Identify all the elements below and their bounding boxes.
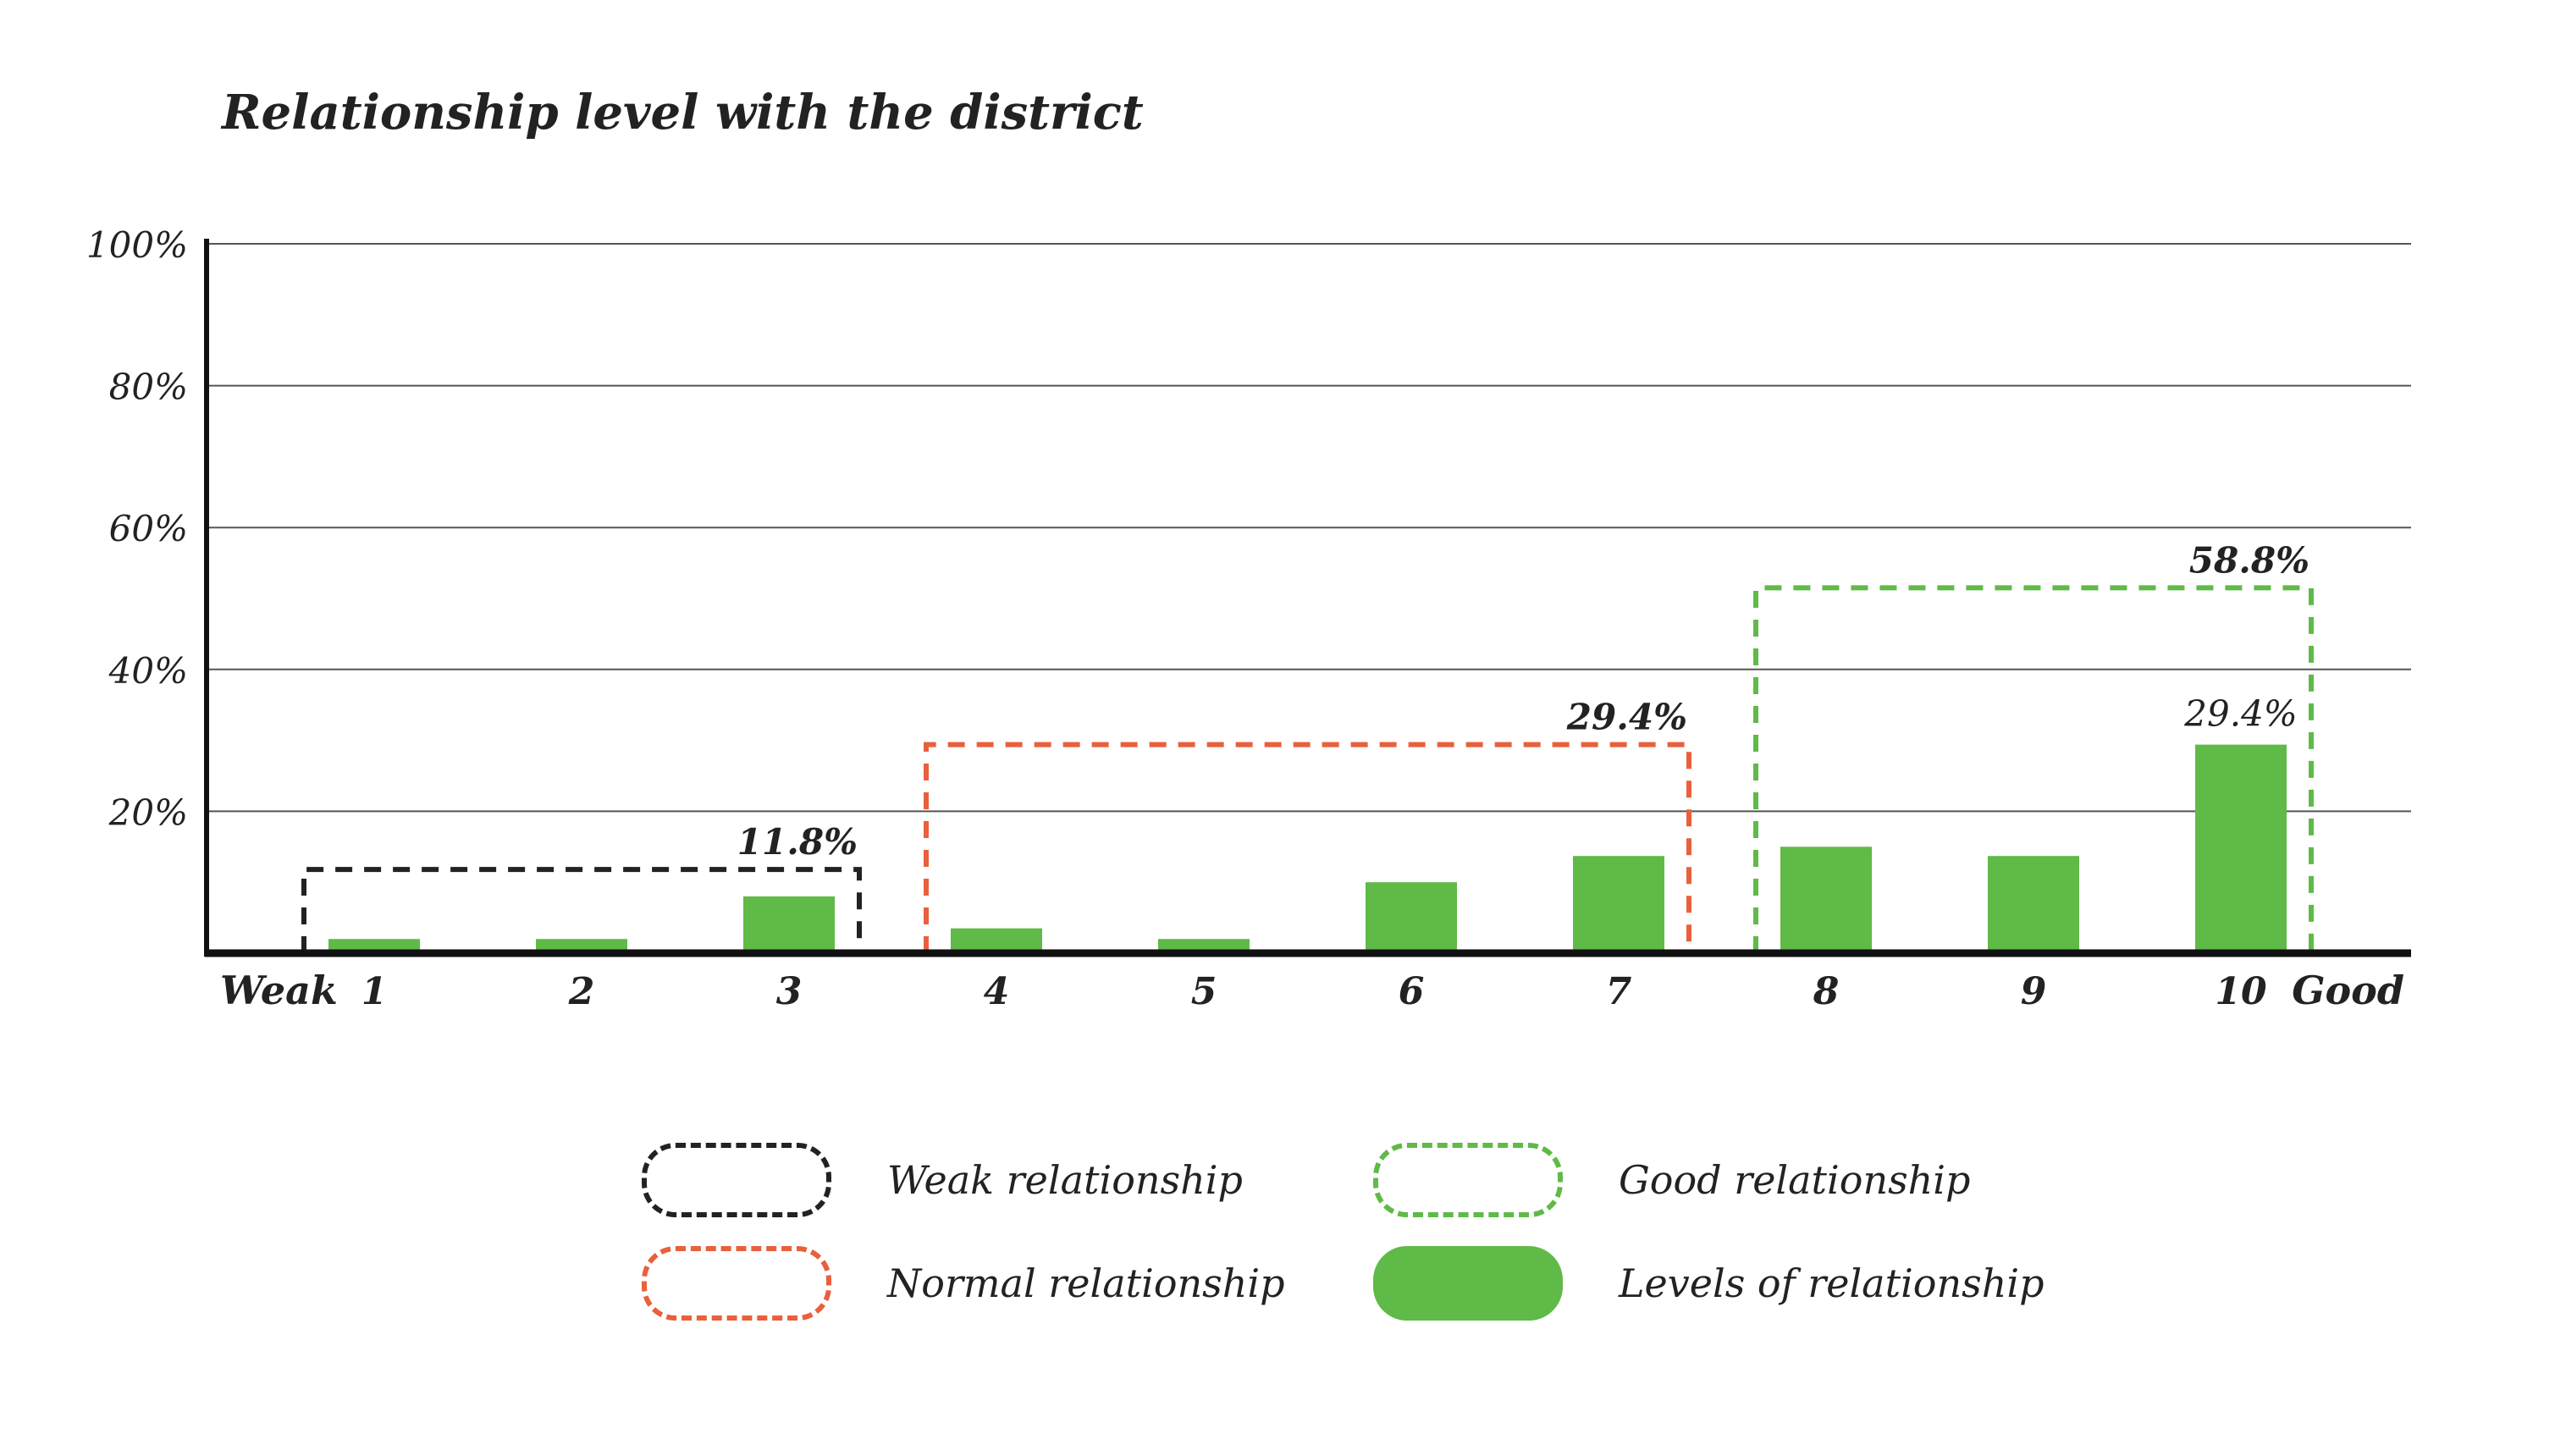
x-tick-label: 10: [2215, 970, 2267, 1013]
bar: [2195, 744, 2287, 953]
bar: [1780, 847, 1872, 953]
bar: [1988, 856, 2079, 953]
y-tick-label: 100%: [86, 224, 188, 266]
x-tick-label: 7: [1606, 970, 1632, 1013]
bar: [1366, 882, 1457, 953]
group-value-label: 11.8%: [737, 821, 858, 863]
y-tick-label: 80%: [109, 367, 188, 408]
x-tick-label: 1: [361, 970, 388, 1013]
group-value-label: 29.4%: [1566, 697, 1687, 738]
x-tick-label: 8: [1813, 970, 1840, 1013]
x-tick-label: 3: [776, 970, 803, 1013]
bar: [951, 928, 1042, 953]
y-tick-label: 60%: [109, 508, 188, 549]
bar: [743, 896, 835, 953]
x-end-label-weak: Weak: [220, 968, 338, 1013]
x-end-label-good: Good: [2292, 968, 2404, 1013]
y-tick-label: 40%: [108, 650, 188, 692]
x-tick-label: 9: [2021, 970, 2047, 1013]
chart-title: Relationship level with the district: [222, 85, 1144, 141]
y-tick-label: 20%: [108, 791, 188, 833]
group-box: [1753, 585, 2314, 953]
x-tick-label: 6: [1399, 970, 1425, 1013]
x-tick-label: 4: [984, 970, 1010, 1013]
group-box: [301, 867, 862, 953]
x-tick-label: 2: [568, 970, 595, 1013]
x-tick-label: 5: [1191, 970, 1217, 1013]
bar: [1573, 856, 1664, 953]
group-box: [924, 742, 1691, 953]
bar-value-label: 29.4%: [2183, 693, 2297, 735]
group-value-label: 58.8%: [2189, 539, 2309, 581]
